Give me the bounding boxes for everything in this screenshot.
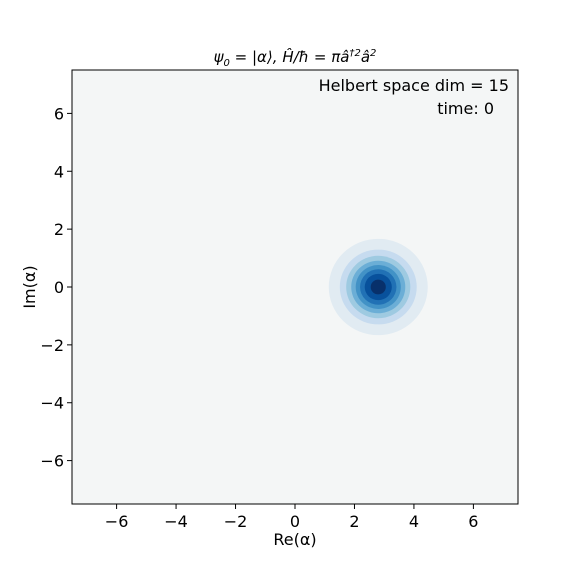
time-annotation: time: 0 <box>437 99 494 118</box>
contour-level-8 <box>370 279 386 295</box>
x-axis-label: Re(α) <box>273 530 316 549</box>
chart-title: ψ0 = |α⟩, Ĥ/ħ = πâ†2â2 <box>214 47 377 69</box>
hilbert-dim-annotation: Helbert space dim = 15 <box>319 76 509 95</box>
x-tick-label: −4 <box>164 512 188 531</box>
y-tick-label: −6 <box>40 452 64 471</box>
x-tick-label: 2 <box>349 512 359 531</box>
density-contours <box>328 238 428 336</box>
x-tick-label: 0 <box>290 512 300 531</box>
title-h-hat: Ĥ <box>282 47 293 66</box>
title-a-dag: â <box>340 48 349 66</box>
title-psi-sub: 0 <box>224 58 230 69</box>
y-axis-ticks: −6 −4 −2 0 2 4 6 <box>40 104 72 471</box>
x-tick-label: −2 <box>224 512 248 531</box>
title-eq1: = |α⟩, <box>230 48 282 66</box>
y-axis-label: Im(α) <box>20 265 39 308</box>
x-axis-ticks: −6 −4 −2 0 2 4 6 <box>105 504 478 531</box>
y-tick-label: −2 <box>40 336 64 355</box>
title-a-hat: â <box>361 48 370 66</box>
title-a-sup: 2 <box>370 48 376 59</box>
title-psi: ψ <box>214 48 225 66</box>
x-tick-label: 4 <box>409 512 419 531</box>
x-tick-label: 6 <box>468 512 478 531</box>
x-tick-label: −6 <box>105 512 129 531</box>
y-tick-label: −4 <box>40 394 64 413</box>
y-tick-label: 0 <box>54 278 64 297</box>
title-a-dag-sup: †2 <box>349 48 360 59</box>
title-over-hbar: /ħ = π <box>292 48 342 66</box>
y-tick-label: 2 <box>54 220 64 239</box>
plot-area <box>71 69 519 505</box>
y-tick-label: 6 <box>54 104 64 123</box>
y-tick-label: 4 <box>54 162 64 181</box>
